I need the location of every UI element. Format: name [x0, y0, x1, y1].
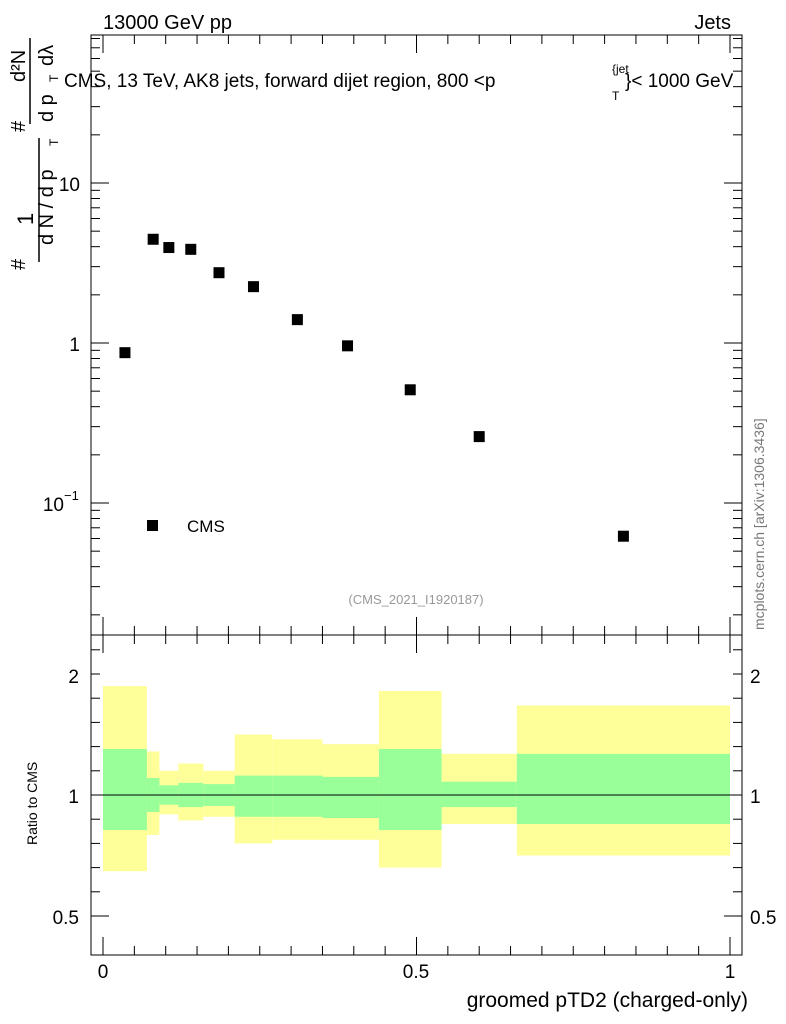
data-point — [404, 384, 416, 396]
watermark: mcplots.cern.ch [arXiv:1306.3436] — [751, 418, 767, 630]
xtick-label-0: 0 — [98, 962, 109, 983]
plot-title: CMS, 13 TeV, AK8 jets, forward dijet reg… — [64, 62, 734, 103]
main-axis-ticks — [91, 35, 742, 635]
plot-title-tail: }< 1000 GeV — [625, 71, 734, 92]
ratio-inner-band — [103, 749, 147, 831]
ylabel-dn-dpt: d N / d p — [36, 169, 58, 245]
main-ylabel: # 1 d N / d p T # d²N d p T dλ — [8, 38, 61, 270]
data-point — [247, 281, 259, 293]
ratio-ytick-right-2: 2 — [750, 667, 761, 688]
ratio-ytick-left-2: 2 — [68, 667, 79, 688]
x-axis-label: groomed pTD2 (charged-only) — [467, 989, 748, 1012]
ratio-inner-band — [516, 753, 730, 825]
data-point — [342, 340, 354, 352]
ylabel-dpt: d p — [36, 94, 58, 122]
ylabel-one: 1 — [13, 213, 38, 225]
header-left: 13000 GeV pp — [103, 12, 232, 34]
plot-title-sub: T — [612, 89, 620, 103]
ratio-ytick-right-1: 1 — [750, 787, 761, 808]
xtick-label-0.5: 0.5 — [403, 962, 429, 983]
ytick-label-10: 10 — [59, 175, 80, 196]
ratio-inner-band — [272, 775, 323, 817]
ratio-inner-band — [322, 776, 379, 818]
ytick-label-0.1-base: 10 — [43, 495, 64, 516]
ytick-label-1: 1 — [69, 335, 80, 356]
ratio-axis-ticks — [91, 635, 742, 955]
ratio-uncertainty-bands — [103, 686, 730, 872]
data-point — [213, 267, 225, 279]
data-point — [185, 243, 197, 255]
legend-label: CMS — [187, 517, 225, 536]
data-point — [617, 530, 629, 542]
ylabel-hash-mid: # — [8, 120, 30, 132]
ratio-inner-band — [441, 781, 517, 808]
data-point — [119, 347, 131, 359]
legend-marker — [147, 520, 158, 531]
plot-title-sup: {jet — [612, 62, 629, 76]
ytick-label-0.1-exp: −1 — [64, 488, 79, 503]
ylabel-sub-t-1: T — [47, 138, 61, 146]
ratio-ytick-left-1: 1 — [68, 787, 79, 808]
ratio-ytick-right-0.5: 0.5 — [750, 908, 776, 929]
cms-data-points — [119, 233, 629, 542]
ylabel-hash-left: # — [8, 258, 30, 270]
ylabel-dlambda: dλ — [36, 45, 58, 66]
main-plot-frame — [90, 34, 743, 636]
xtick-label-1: 1 — [725, 962, 736, 983]
plot-title-main: CMS, 13 TeV, AK8 jets, forward dijet reg… — [64, 71, 495, 92]
data-point — [163, 242, 175, 254]
ratio-inner-band — [378, 749, 442, 831]
data-point — [291, 314, 303, 326]
header-right: Jets — [694, 12, 731, 34]
legend: CMS — [147, 517, 225, 536]
data-point — [147, 233, 159, 245]
ratio-inner-band — [234, 775, 273, 817]
ratio-ytick-left-0.5: 0.5 — [53, 908, 79, 929]
analysis-id: (CMS_2021_I1920187) — [348, 592, 483, 607]
ylabel-sub-t-2: T — [47, 74, 61, 82]
ratio-ylabel: Ratio to CMS — [24, 762, 40, 845]
data-point — [473, 431, 485, 443]
ylabel-d2n: d²N — [8, 50, 30, 82]
